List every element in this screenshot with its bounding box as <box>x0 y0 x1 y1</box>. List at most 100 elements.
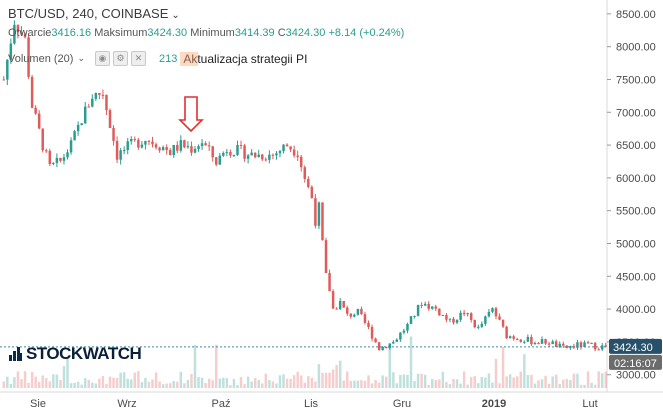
candle-body <box>494 308 498 317</box>
candle <box>289 146 292 153</box>
volume-bar <box>289 378 292 388</box>
candlesticks <box>2 20 608 352</box>
candle-body <box>34 107 37 114</box>
candle <box>579 340 583 350</box>
candle-body <box>477 326 480 328</box>
candle-body <box>23 34 27 38</box>
volume-bar <box>119 372 122 388</box>
candle-body <box>289 146 292 150</box>
candle-body <box>505 326 508 339</box>
time-tick-label: Lut <box>582 398 597 410</box>
volume-bar <box>2 381 6 388</box>
candle <box>452 316 455 325</box>
volume-bar <box>434 380 438 388</box>
gear-icon[interactable]: ⚙ <box>112 51 128 66</box>
candle <box>335 307 338 310</box>
chevron-down-icon[interactable]: ⌄ <box>77 53 85 63</box>
volume-bar <box>137 371 140 388</box>
candle-body <box>83 106 87 124</box>
volume-bar <box>130 379 133 388</box>
candle-body <box>346 307 349 314</box>
candle <box>250 149 253 156</box>
candle <box>151 136 154 148</box>
candle-body <box>6 59 9 80</box>
candle-body <box>438 308 441 316</box>
price-axis[interactable] <box>607 0 663 392</box>
candle <box>346 305 349 317</box>
volume-bars <box>2 336 608 388</box>
candle <box>215 157 218 167</box>
volume-bar <box>225 378 229 388</box>
candle-body <box>66 152 69 158</box>
volume-bar <box>572 373 576 388</box>
volume-bar <box>604 371 608 388</box>
candle <box>590 342 593 344</box>
candle-body <box>73 131 76 141</box>
high-value: 3424.30 <box>147 27 188 39</box>
candle-body <box>342 300 345 308</box>
candle-body <box>324 240 328 274</box>
candle-body <box>416 304 420 316</box>
candle <box>377 341 381 351</box>
candle-body <box>232 155 236 157</box>
volume-bar <box>76 381 80 388</box>
candle-body <box>452 318 455 323</box>
candle-body <box>186 146 190 148</box>
candle-body <box>204 143 207 146</box>
candle <box>115 136 119 163</box>
candle <box>211 145 214 162</box>
candle <box>140 141 144 149</box>
volume-bar <box>299 375 303 388</box>
candle-body <box>317 202 321 226</box>
candle-body <box>151 141 154 145</box>
volume-bar <box>55 374 59 388</box>
candle <box>62 153 66 165</box>
volume-bar <box>540 379 544 388</box>
volume-bar <box>473 376 476 388</box>
chevron-down-icon[interactable]: ⌄ <box>171 10 180 21</box>
candle <box>392 340 395 344</box>
candle <box>307 176 310 189</box>
candle-body <box>604 345 608 347</box>
candle <box>261 153 264 162</box>
candle <box>438 308 441 316</box>
candle <box>576 339 579 351</box>
candle-body <box>484 316 487 324</box>
volume-bar <box>469 377 473 388</box>
volume-bar <box>176 381 179 388</box>
volume-bar <box>392 372 395 388</box>
candle-body <box>402 330 406 333</box>
candle <box>381 345 384 351</box>
candle <box>9 38 13 64</box>
candle-body <box>547 343 551 345</box>
volume-bar <box>448 384 452 388</box>
candle-body <box>565 345 569 348</box>
candle <box>512 334 515 341</box>
volume-bar <box>261 383 264 388</box>
volume-bar <box>445 381 448 388</box>
candle <box>34 105 37 115</box>
candle <box>565 345 569 349</box>
volume-bar <box>278 375 282 388</box>
price-tick-label: 8000.00 <box>616 42 656 54</box>
volume-bar <box>253 378 257 388</box>
volume-bar <box>537 380 540 388</box>
volume-bar <box>324 372 328 388</box>
candle-body <box>445 314 448 320</box>
volume-bar <box>165 383 168 388</box>
candle-body <box>250 152 253 156</box>
candle <box>197 144 200 152</box>
candle-body <box>87 106 90 108</box>
candle <box>91 94 94 108</box>
candle-body <box>331 291 335 309</box>
symbol-header[interactable]: BTC/USD, 240, COINBASE ⌄ <box>8 6 180 21</box>
candle <box>416 304 420 317</box>
ohlc-legend: Otwarcie3416.16 Maksimum3424.30 Minimum3… <box>8 27 404 39</box>
candle-body <box>115 140 119 160</box>
close-icon[interactable]: ✕ <box>130 51 146 66</box>
candle <box>232 154 236 158</box>
candle-body <box>91 98 94 107</box>
eye-icon[interactable]: ◉ <box>94 51 110 66</box>
